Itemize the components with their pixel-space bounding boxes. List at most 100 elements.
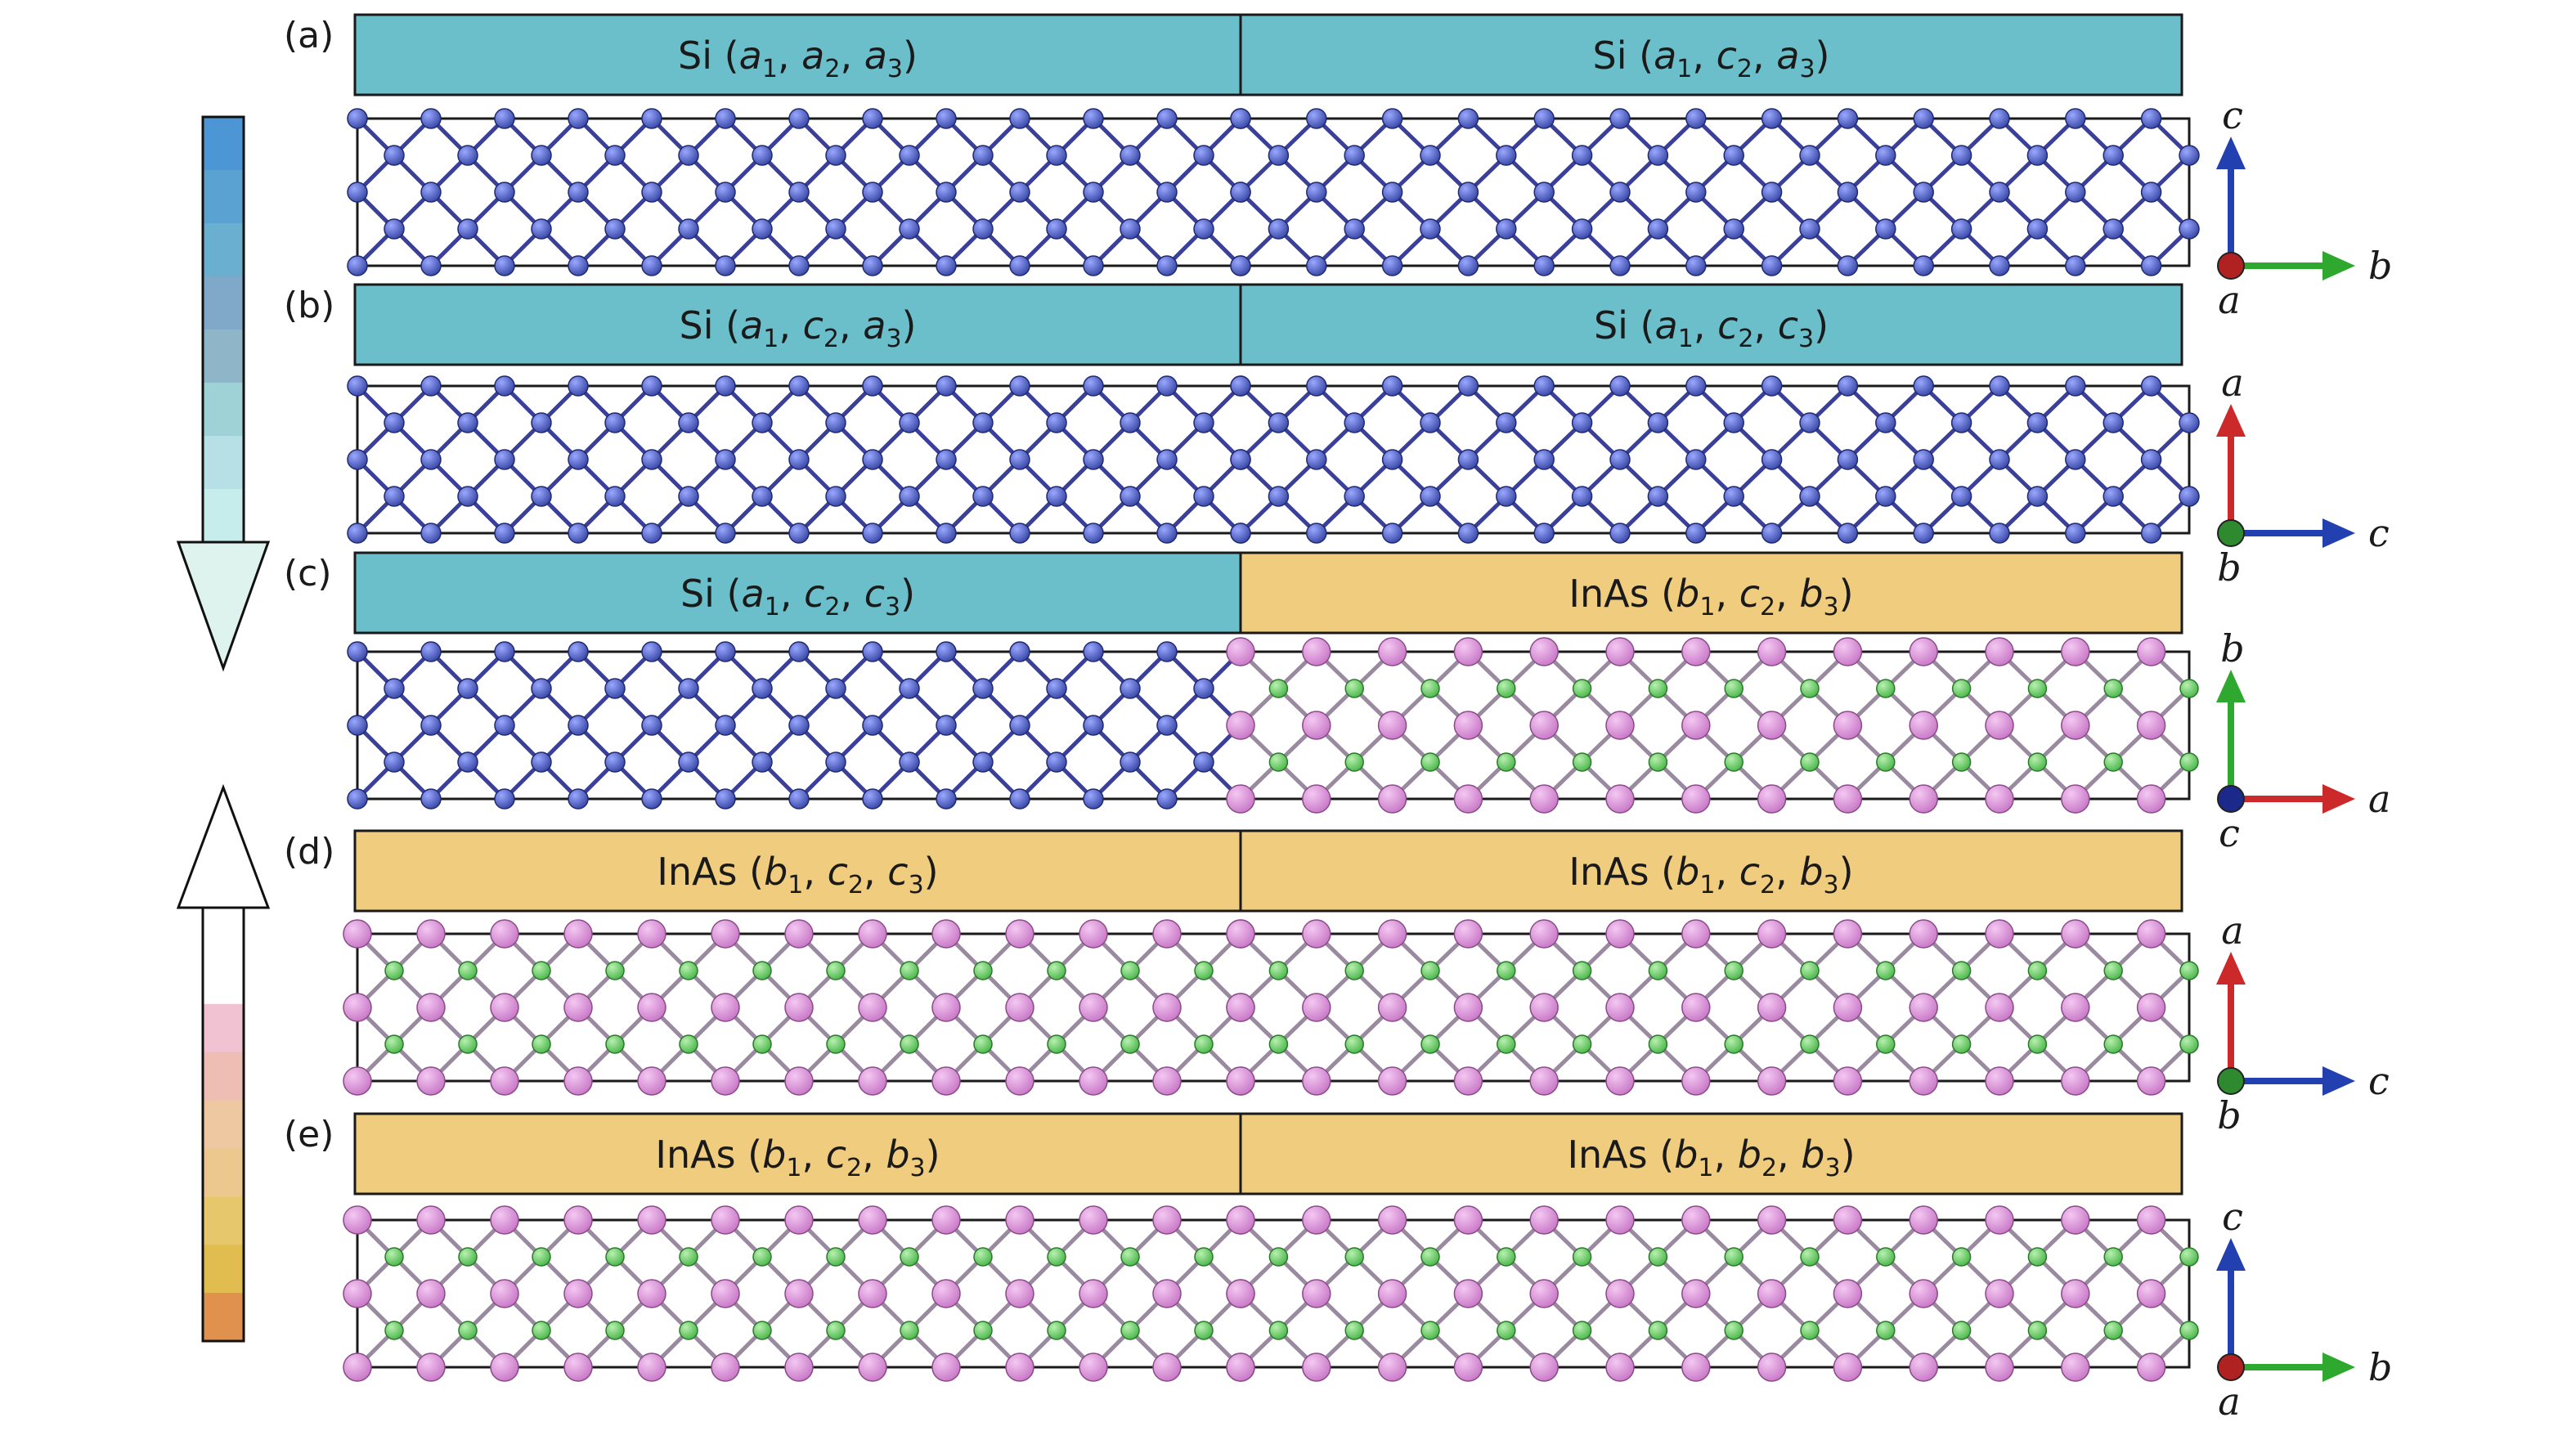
si-atom <box>347 182 368 203</box>
in-atom <box>563 1066 593 1096</box>
si-atom <box>1647 486 1669 507</box>
si-atom <box>752 412 773 433</box>
si-atom <box>1420 218 1441 240</box>
si-atom <box>2140 375 2162 397</box>
axis-right-label: a <box>2368 777 2390 821</box>
in-atom <box>858 993 887 1022</box>
axis-up-label: a <box>2221 361 2243 405</box>
as-atom <box>2027 679 2048 698</box>
in-atom <box>1302 1352 1331 1382</box>
si-atom <box>347 715 368 736</box>
si-atom <box>2179 412 2200 433</box>
si-atom <box>1609 523 1631 544</box>
lattice-index: 2 <box>1761 1154 1777 1182</box>
as-atom <box>1268 961 1289 980</box>
as-atom <box>1876 679 1896 698</box>
si-atom <box>1685 182 1707 203</box>
in-atom <box>1529 1205 1559 1235</box>
up-arrow-shaft-band <box>203 1196 244 1246</box>
lattice-index: 1 <box>788 871 803 899</box>
si-atom <box>1009 449 1030 470</box>
as-atom <box>384 1247 404 1267</box>
si-atom <box>568 788 589 810</box>
lattice-index: 2 <box>1737 55 1752 83</box>
lattice-vector: b <box>886 1133 909 1177</box>
right-segment-header <box>1239 829 2183 913</box>
si-atom <box>1120 218 1141 240</box>
si-atom <box>972 145 994 166</box>
in-atom <box>1605 1205 1635 1235</box>
si-atom <box>1156 523 1178 544</box>
si-atom <box>752 218 773 240</box>
si-atom <box>825 751 846 773</box>
up-arrow-shaft <box>203 908 244 1342</box>
si-atom <box>1381 182 1403 203</box>
si-atom <box>1156 182 1178 203</box>
si-atom <box>1761 523 1783 544</box>
panel-label: (a) <box>284 15 334 56</box>
in-atom <box>1681 919 1711 949</box>
as-atom <box>2179 1034 2199 1054</box>
si-atom <box>678 412 699 433</box>
down-arrow-shaft-band <box>203 117 244 171</box>
in-atom <box>1529 637 1559 666</box>
si-atom <box>788 788 810 810</box>
as-atom <box>900 1034 919 1054</box>
as-atom <box>1420 1034 1440 1054</box>
axis-right-label: c <box>2368 511 2390 555</box>
atom-layer <box>343 1205 1255 1382</box>
as-atom <box>532 961 551 980</box>
si-atom <box>936 641 957 662</box>
down-arrow-shaft-band <box>203 170 244 224</box>
lattice-vector: c <box>804 572 824 616</box>
in-atom <box>343 993 372 1022</box>
si-atom <box>568 108 589 129</box>
si-atom <box>972 678 994 699</box>
si-atom <box>1193 412 1214 433</box>
si-atom <box>1457 108 1479 129</box>
in-atom <box>490 993 519 1022</box>
in-atom <box>1453 784 1483 814</box>
atom-layer <box>1226 637 2199 814</box>
as-atom <box>1420 1247 1440 1267</box>
si-atom <box>1381 255 1403 276</box>
in-atom <box>1833 711 1863 740</box>
si-atom <box>420 523 442 544</box>
in-atom <box>1833 1279 1863 1308</box>
in-atom <box>1681 784 1711 814</box>
as-atom <box>826 1247 846 1267</box>
panel-label: (b) <box>284 285 334 326</box>
si-atom <box>1420 486 1441 507</box>
si-atom <box>825 412 846 433</box>
si-atom <box>1457 375 1479 397</box>
si-atom <box>715 182 736 203</box>
si-atom <box>2140 255 2162 276</box>
si-atom <box>2103 486 2124 507</box>
si-atom <box>1837 182 1859 203</box>
in-atom <box>1909 637 1938 666</box>
as-atom <box>2179 752 2199 772</box>
in-atom <box>1226 784 1255 814</box>
in-atom <box>1302 1205 1331 1235</box>
si-atom <box>1609 182 1631 203</box>
si-atom <box>1609 375 1631 397</box>
si-atom <box>1230 182 1251 203</box>
panel-label: (e) <box>284 1114 334 1155</box>
as-atom <box>1648 1321 1668 1340</box>
atom-layer <box>1226 919 2199 1096</box>
si-atom <box>1913 182 1934 203</box>
si-atom <box>788 108 810 129</box>
si-atom <box>1046 486 1067 507</box>
in-atom <box>1757 919 1787 949</box>
as-atom <box>900 961 919 980</box>
si-atom <box>384 751 405 773</box>
in-atom <box>1681 637 1711 666</box>
si-atom <box>1950 412 1972 433</box>
right-lattice <box>1230 375 2200 544</box>
up-arrow-head <box>176 783 271 909</box>
in-atom <box>1377 993 1407 1022</box>
as-atom <box>458 1321 478 1340</box>
as-atom <box>2103 679 2123 698</box>
as-atom <box>900 1321 919 1340</box>
lattice-index: 2 <box>824 593 840 621</box>
